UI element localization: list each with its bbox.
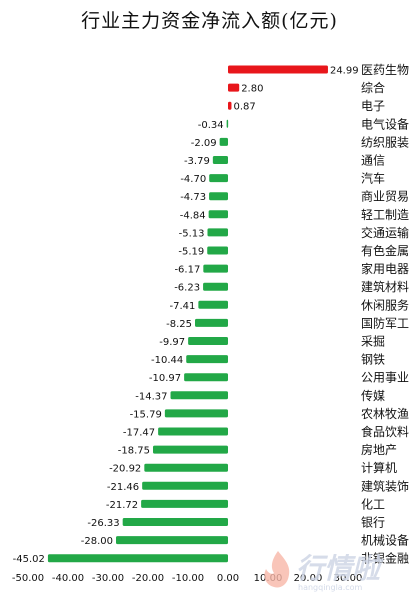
value-label: -26.33 [87, 518, 119, 529]
bar-汽车 [209, 174, 228, 183]
value-label: 0.87 [233, 102, 255, 113]
bar-综合 [228, 83, 240, 92]
category-label: 休闲服务 [361, 297, 409, 312]
category-label: 房地产 [361, 442, 397, 457]
bar-国防军工 [195, 318, 228, 327]
bar-电气设备 [226, 119, 229, 128]
bar-建筑装饰 [142, 481, 228, 490]
value-label: -0.34 [198, 120, 224, 131]
bar-休闲服务 [198, 300, 228, 309]
bar-公用事业 [184, 373, 228, 382]
bar-钢铁 [186, 355, 228, 364]
category-label: 纺织服装 [361, 135, 409, 149]
value-label: -8.25 [166, 319, 192, 330]
value-label: -15.79 [130, 409, 162, 420]
category-label: 公用事业 [361, 371, 409, 385]
value-label: -4.73 [180, 192, 206, 203]
bar-医药生物 [228, 65, 328, 74]
value-label: -21.72 [106, 500, 138, 511]
value-label: -4.70 [180, 174, 206, 185]
category-label: 采掘 [361, 334, 385, 349]
value-label: 24.99 [330, 66, 359, 77]
bar-通信 [212, 156, 228, 164]
category-label: 有色金属 [361, 243, 409, 258]
value-label: -14.37 [135, 391, 167, 402]
value-label: -10.97 [149, 373, 181, 384]
category-label: 化工 [361, 497, 385, 511]
value-label: -45.02 [13, 554, 45, 565]
bar-农林牧渔 [164, 409, 228, 418]
bar-化工 [141, 499, 228, 508]
bar-有色金属 [207, 246, 228, 255]
value-label: -4.84 [180, 210, 206, 221]
value-label: -9.97 [159, 337, 185, 348]
bar-交通运输 [207, 228, 228, 237]
x-tick-label: -50.00 [12, 573, 44, 584]
x-tick-label: 30.00 [334, 573, 363, 584]
watermark-text: 行情啦 [296, 552, 381, 585]
x-tick-label: -40.00 [52, 573, 84, 584]
bar-机械设备 [116, 536, 228, 545]
bar-建筑材料 [203, 282, 228, 291]
watermark-logo: 行情啦 hangqingla.com [258, 547, 388, 593]
x-tick-label: 0.00 [217, 573, 239, 584]
bar-轻工制造 [208, 210, 228, 219]
category-label: 商业贸易 [361, 189, 409, 204]
value-label: -18.75 [118, 446, 150, 457]
category-label: 交通运输 [361, 225, 409, 240]
value-label: -10.44 [151, 355, 183, 366]
value-label: -6.17 [174, 265, 200, 276]
category-label: 非银金融 [361, 551, 409, 566]
category-label: 传媒 [361, 388, 385, 403]
bar-非银金融 [47, 554, 228, 563]
category-label: 电气设备 [361, 116, 409, 131]
x-tick-label: -30.00 [92, 573, 124, 584]
category-label: 家用电器 [361, 261, 409, 276]
value-label: -5.19 [178, 247, 204, 258]
x-tick-label: -20.00 [132, 573, 164, 584]
value-label: -21.46 [107, 482, 139, 493]
category-label: 银行 [361, 516, 385, 530]
bar-计算机 [144, 463, 228, 472]
value-label: -5.13 [179, 228, 205, 239]
value-label: -20.92 [109, 464, 141, 475]
bar-银行 [122, 518, 228, 526]
category-label: 综合 [361, 80, 385, 95]
category-label: 通信 [361, 154, 385, 168]
category-label: 机械设备 [361, 533, 409, 548]
bar-纺织服装 [219, 137, 228, 146]
value-label: -6.23 [174, 283, 200, 294]
category-label: 农林牧渔 [361, 407, 409, 421]
value-label: -2.09 [191, 138, 217, 149]
flame-icon [264, 551, 290, 588]
category-label: 钢铁 [361, 353, 385, 367]
category-label: 建筑材料 [361, 279, 409, 294]
chart-title: 行业主力资金净流入额(亿元) [81, 10, 338, 32]
bar-商业贸易 [209, 192, 228, 201]
bar-采掘 [188, 337, 228, 345]
category-label: 建筑装饰 [361, 478, 409, 493]
category-label: 食品饮料 [361, 424, 409, 439]
bar-房地产 [153, 445, 228, 454]
category-label: 汽车 [361, 171, 385, 186]
x-tick-label: 20.00 [294, 573, 323, 584]
value-label: -17.47 [123, 428, 155, 439]
watermark-url: hangqingla.com [298, 583, 363, 592]
bar-家用电器 [203, 264, 228, 273]
category-label: 国防军工 [361, 315, 409, 330]
category-label: 医药生物 [361, 63, 409, 77]
category-label: 计算机 [361, 460, 397, 475]
bar-食品饮料 [158, 427, 228, 436]
value-label: 2.80 [241, 84, 263, 95]
value-label: -28.00 [81, 536, 113, 547]
value-label: -7.41 [169, 301, 195, 312]
bar-传媒 [170, 391, 228, 400]
value-label: -3.79 [184, 156, 210, 167]
category-label: 电子 [361, 99, 385, 113]
x-tick-label: -10.00 [172, 573, 204, 584]
bar-电子 [228, 101, 232, 110]
category-label: 轻工制造 [361, 208, 409, 222]
